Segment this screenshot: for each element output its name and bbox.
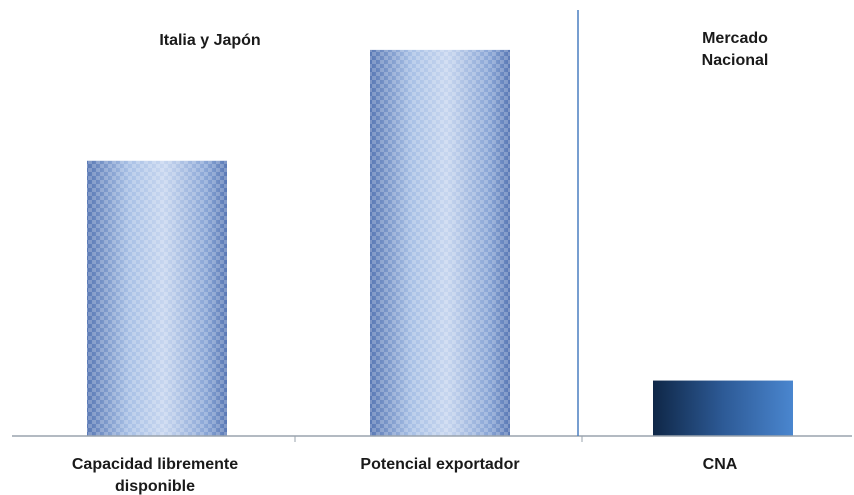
- category-label-potencial: Potencial exportador: [360, 456, 520, 473]
- category-label-capacidad: Capacidad libremente disponible: [71, 456, 239, 495]
- bar-potencial-texture: [370, 49, 510, 437]
- bar-cna: [653, 380, 793, 436]
- section-label-italia-japon: Italia y Japón: [159, 32, 261, 49]
- category-label-cna: CNA: [702, 456, 738, 473]
- bar-capacidad-texture: [87, 160, 227, 436]
- section-label-mercado-nacional: Mercado Nacional: [701, 30, 769, 69]
- bars-layer: [87, 49, 793, 437]
